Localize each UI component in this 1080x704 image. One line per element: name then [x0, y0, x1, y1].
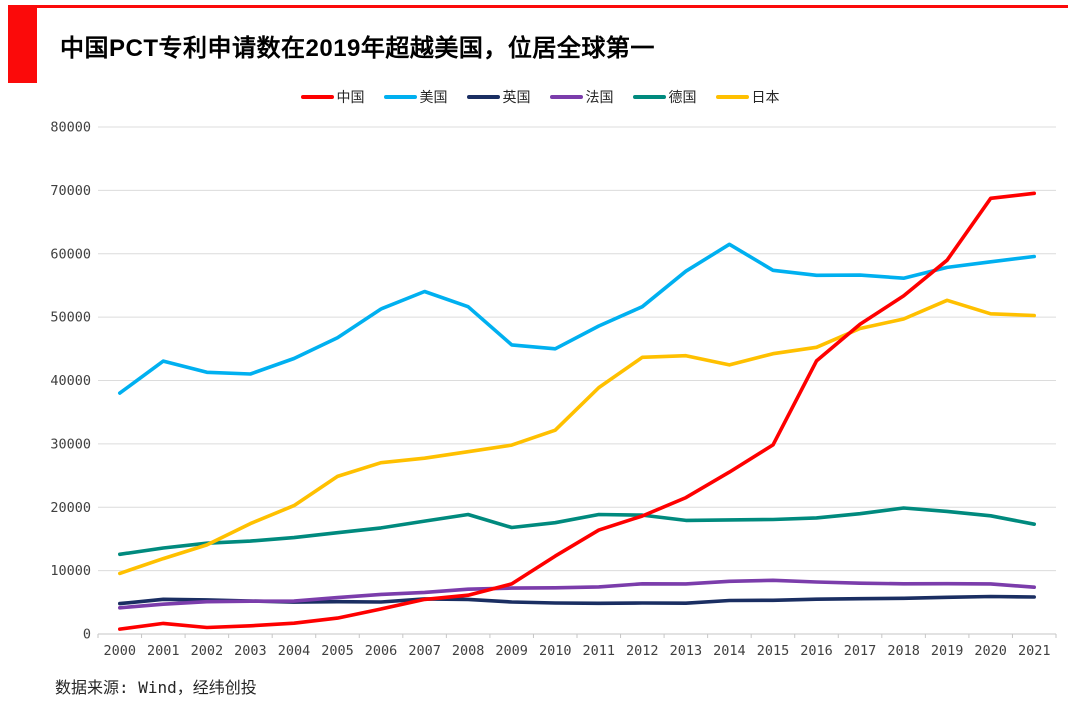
- top-accent-line: [8, 5, 1068, 8]
- y-axis-label: 70000: [50, 183, 91, 199]
- legend-label: 英国: [502, 89, 531, 105]
- x-axis-label: 2013: [670, 643, 703, 659]
- legend-item: 日本: [715, 87, 780, 107]
- legend-label: 德国: [668, 89, 697, 105]
- series-line-法国: [118, 578, 1036, 610]
- x-axis-label: 2002: [191, 643, 224, 659]
- y-axis-label: 80000: [50, 120, 91, 136]
- x-axis-label: 2001: [147, 643, 180, 659]
- data-source: 数据来源: Wind，经纬创投: [55, 678, 257, 697]
- y-axis-label: 0: [83, 627, 91, 643]
- x-axis-label: 2006: [365, 643, 398, 659]
- legend-swatch: [715, 95, 749, 99]
- x-axis-label: 2003: [234, 643, 267, 659]
- x-axis-label: 2015: [757, 643, 790, 659]
- legend-swatch: [549, 95, 583, 99]
- x-axis-label: 2004: [278, 643, 311, 659]
- legend-item: 德国: [632, 87, 697, 107]
- x-axis-label: 2005: [321, 643, 354, 659]
- legend-swatch: [300, 95, 334, 99]
- legend-item: 中国: [300, 87, 365, 107]
- y-axis-label: 50000: [50, 310, 91, 326]
- x-axis-label: 2021: [1018, 643, 1051, 659]
- x-axis-label: 2010: [539, 643, 572, 659]
- series-line-日本: [118, 298, 1036, 576]
- x-axis-label: 2000: [104, 643, 137, 659]
- y-axis-label: 10000: [50, 563, 91, 579]
- legend-item: 英国: [466, 87, 531, 107]
- x-axis-label: 2018: [887, 643, 920, 659]
- x-axis-label: 2014: [713, 643, 746, 659]
- y-axis-label: 60000: [50, 246, 91, 262]
- x-axis-label: 2020: [974, 643, 1007, 659]
- legend-label: 法国: [585, 89, 614, 105]
- legend-item: 美国: [383, 87, 448, 107]
- x-axis-label: 2017: [844, 643, 877, 659]
- legend-label: 中国: [336, 89, 365, 105]
- x-axis-label: 2008: [452, 643, 485, 659]
- chart-title: 中国PCT专利申请数在2019年超越美国，位居全球第一: [60, 35, 655, 62]
- x-axis-label: 2012: [626, 643, 659, 659]
- x-axis-label: 2016: [800, 643, 833, 659]
- legend-swatch: [466, 95, 500, 99]
- x-axis-label: 2011: [583, 643, 616, 659]
- x-axis-label: 2009: [495, 643, 528, 659]
- y-axis-label: 40000: [50, 373, 91, 389]
- y-axis-label: 20000: [50, 500, 91, 516]
- title-accent-block: [8, 5, 37, 83]
- y-axis-label: 30000: [50, 436, 91, 452]
- series-line-中国: [118, 191, 1036, 631]
- legend-label: 美国: [419, 89, 448, 105]
- legend-item: 法国: [549, 87, 614, 107]
- series-line-美国: [118, 242, 1036, 395]
- legend-swatch: [632, 95, 666, 99]
- legend-label: 日本: [751, 89, 780, 105]
- x-axis-label: 2019: [931, 643, 964, 659]
- x-axis-label: 2007: [408, 643, 441, 659]
- series-line-德国: [118, 506, 1036, 557]
- legend-swatch: [383, 95, 417, 99]
- chart-legend: 中国 美国 英国 法国 德国 日本: [0, 88, 1080, 106]
